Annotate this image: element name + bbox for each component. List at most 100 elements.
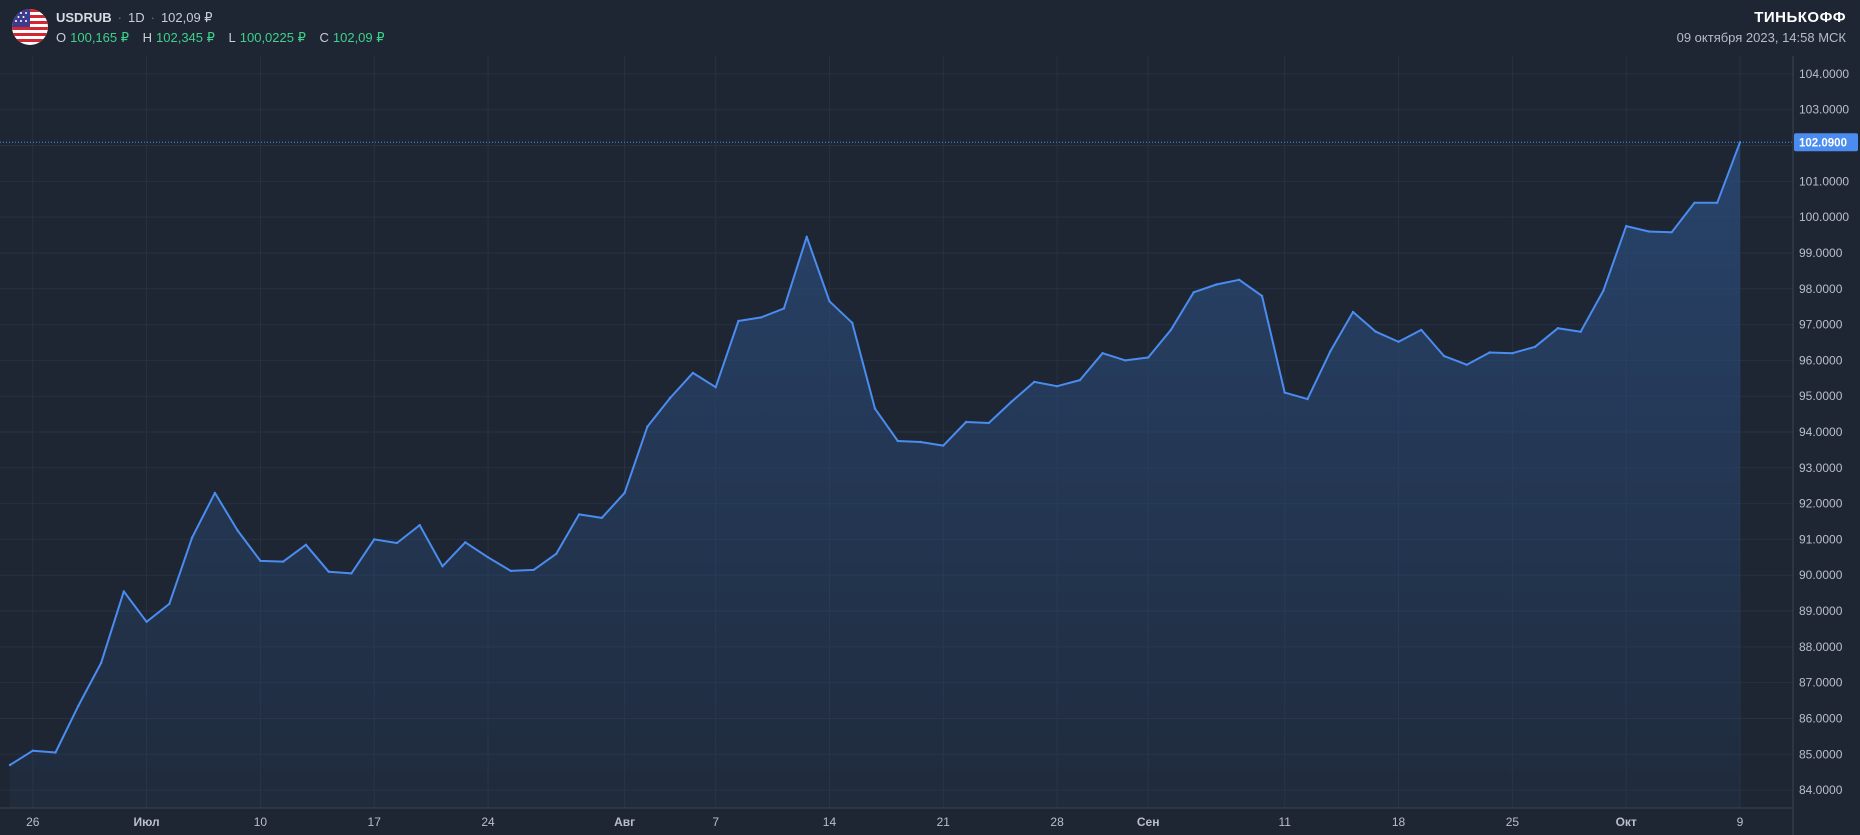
x-tick-label: 25	[1506, 815, 1520, 829]
ohlc-close-value: 102,09 ₽	[332, 30, 385, 45]
data-point	[1602, 289, 1605, 292]
data-point	[304, 543, 308, 546]
last-price-label-text: 102.0900	[1799, 137, 1847, 149]
x-tick-label: 9	[1737, 815, 1744, 829]
data-point	[350, 572, 353, 575]
data-point	[122, 590, 126, 593]
x-tick-label: 21	[937, 815, 951, 829]
data-point	[1147, 356, 1150, 359]
data-point	[737, 319, 740, 323]
y-tick-label: 99.0000	[1799, 246, 1843, 260]
data-point	[1579, 330, 1582, 333]
data-point	[509, 569, 512, 573]
x-tick-label: Окт	[1616, 815, 1637, 829]
data-point	[691, 371, 695, 375]
data-point	[1647, 230, 1651, 233]
symbol-label[interactable]: USDRUB	[56, 10, 112, 25]
series-points	[8, 141, 1742, 767]
data-point	[851, 321, 854, 324]
data-point	[464, 541, 467, 544]
data-point	[1010, 400, 1013, 403]
y-tick-label: 87.0000	[1799, 676, 1843, 690]
data-point	[1738, 141, 1742, 144]
data-point	[1192, 291, 1195, 294]
data-point	[919, 440, 922, 444]
data-point	[760, 316, 763, 319]
chart-datetime: 09 октября 2023, 14:58 МСК	[1676, 30, 1846, 45]
data-point	[441, 565, 444, 568]
ohlc-high-key: H	[142, 30, 153, 45]
data-point	[1055, 385, 1059, 388]
ohlc-high-value: 102,345 ₽	[156, 30, 215, 45]
data-point	[873, 407, 877, 410]
ohlc-low-key: L	[228, 30, 236, 45]
data-point	[1351, 310, 1355, 314]
y-tick-label: 100.0000	[1799, 210, 1849, 224]
us-flag-icon	[12, 9, 48, 45]
data-point	[1238, 278, 1241, 281]
data-point	[1033, 380, 1036, 384]
data-point	[1101, 352, 1104, 355]
data-point	[1215, 283, 1218, 286]
data-point	[486, 556, 490, 559]
data-point	[145, 620, 148, 623]
data-point	[1488, 351, 1491, 354]
data-point	[577, 513, 581, 516]
ohlc-close-key: C	[319, 30, 329, 45]
y-tick-label: 103.0000	[1799, 103, 1849, 117]
data-point	[1374, 330, 1378, 333]
data-point	[1670, 231, 1673, 234]
y-tick-label: 95.0000	[1799, 389, 1843, 403]
x-tick-label: 26	[26, 815, 40, 829]
y-tick-label: 90.0000	[1799, 568, 1843, 582]
x-tick-label: Июл	[133, 815, 159, 829]
x-tick-label: 28	[1050, 815, 1064, 829]
data-point	[1260, 294, 1264, 298]
time-axis[interactable]: 26 Июл 10 17 24 Авг 7 14 21 28 Сен 11 18 25 Окт 9	[26, 815, 1744, 829]
ohlc-open-key: O	[56, 30, 67, 45]
data-point	[168, 602, 171, 606]
data-point	[236, 529, 239, 532]
data-point	[782, 307, 786, 310]
y-tick-label: 93.0000	[1799, 461, 1843, 475]
separator-dot: ·	[117, 10, 122, 25]
ticker-line: USDRUB · 1D · 102,09 ₽	[56, 10, 213, 26]
ohlc-open-value: 100,165 ₽	[70, 30, 129, 45]
y-tick-label: 86.0000	[1799, 711, 1843, 725]
data-point	[1169, 328, 1173, 332]
data-point	[1078, 378, 1082, 382]
ohlc-line: O 100,165 ₽ H 102,345 ₽ L 100,0225 ₽ C 102,0…	[56, 30, 395, 46]
data-point	[1716, 201, 1719, 204]
x-tick-label: 11	[1279, 815, 1292, 829]
data-point	[987, 421, 990, 425]
last-price-label: 102.0900	[1794, 133, 1858, 152]
data-point	[623, 491, 626, 495]
data-point	[942, 444, 945, 447]
data-point	[646, 425, 649, 428]
price-axis[interactable]: 84.0000 85.0000 86.0000 87.0000 88.0000 89.00…	[1799, 67, 1849, 797]
x-tick-label: 17	[368, 815, 382, 829]
ohlc-low-value: 100,0225 ₽	[239, 30, 306, 45]
data-point	[1693, 201, 1696, 204]
x-tick-label: 14	[823, 815, 837, 829]
data-point	[190, 536, 194, 539]
data-point	[1397, 340, 1400, 343]
data-point	[77, 704, 80, 708]
data-point	[714, 386, 717, 389]
data-point	[600, 516, 603, 520]
y-tick-label: 94.0000	[1799, 425, 1843, 439]
chart-header: USDRUB · 1D · 102,09 ₽ O 100,165 ₽ H 102,345 ₽…	[0, 0, 1860, 56]
interval-label[interactable]: 1D	[127, 10, 145, 25]
x-tick-label: 10	[254, 815, 268, 829]
data-point	[668, 396, 672, 400]
y-tick-label: 96.0000	[1799, 353, 1843, 367]
data-point	[373, 538, 376, 541]
data-point	[1556, 327, 1560, 330]
data-point	[327, 570, 330, 573]
data-point	[896, 439, 899, 443]
data-point	[532, 568, 535, 572]
y-tick-label: 85.0000	[1799, 747, 1843, 761]
y-tick-label: 104.0000	[1799, 67, 1849, 81]
y-tick-label: 97.0000	[1799, 318, 1843, 332]
